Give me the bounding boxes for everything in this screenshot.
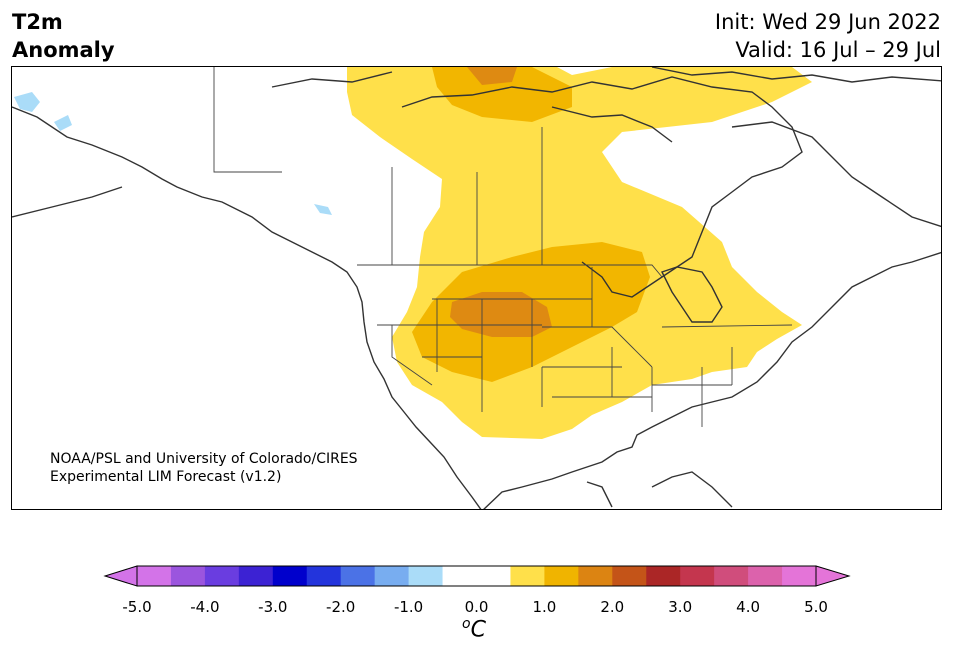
- colorbar-cell: [204, 566, 240, 586]
- political-boundaries: [213, 67, 793, 427]
- colorbar-tick-label: 5.0: [804, 598, 828, 616]
- credit-line2: Experimental LIM Forecast (v1.2): [50, 469, 282, 485]
- colorbar-cell: [408, 566, 444, 586]
- medium-warm-anomaly-north: [432, 67, 572, 122]
- cool-anomaly-canada: [314, 204, 332, 215]
- colorbar-cell: [612, 566, 647, 586]
- colorbar: [103, 565, 851, 587]
- data-source-credit: NOAA/PSL and University of Colorado/CIRE…: [50, 450, 358, 486]
- colorbar-tick-label: -2.0: [326, 598, 356, 616]
- colorbar-cell: [578, 566, 613, 586]
- colorbar-cell: [680, 566, 715, 586]
- colorbar-tick-label: 4.0: [736, 598, 761, 616]
- anomaly-shading: [14, 67, 812, 439]
- cool-anomaly-alaska-1: [14, 92, 40, 112]
- colorbar-outline: [136, 565, 817, 587]
- colorbar-cells: [137, 566, 817, 586]
- colorbar-unit: oC: [462, 616, 486, 642]
- colorbar-cell: [748, 566, 783, 586]
- map-canvas: [12, 67, 941, 509]
- map-title-line2: Anomaly: [12, 38, 115, 62]
- colorbar-cell: [238, 566, 274, 586]
- colorbar-cell: [137, 566, 172, 586]
- colorbar-tick-label: -5.0: [122, 598, 152, 616]
- colorbar-tick-label: 3.0: [668, 598, 693, 616]
- map-title-line1: T2m: [12, 10, 63, 34]
- colorbar-tick-label: 1.0: [532, 598, 557, 616]
- colorbar-cell: [714, 566, 749, 586]
- cool-anomaly-alaska-2: [54, 115, 72, 131]
- colorbar-cell: [510, 566, 545, 586]
- strong-warm-anomaly: [450, 292, 552, 337]
- colorbar-cell: [646, 566, 681, 586]
- colorbar-tick-label: 0.0: [464, 598, 489, 616]
- colorbar-cell: [782, 566, 817, 586]
- unit-label: C: [470, 617, 486, 643]
- colorbar-high-extension: [815, 565, 851, 587]
- colorbar-cell: [442, 566, 477, 586]
- init-date: Init: Wed 29 Jun 2022: [714, 10, 941, 34]
- colorbar-cell: [340, 566, 376, 586]
- valid-range: Valid: 16 Jul – 29 Jul: [735, 38, 941, 62]
- colorbar-low-extension: [103, 565, 138, 587]
- colorbar-cell: [544, 566, 579, 586]
- forecast-dates: Init: Wed 29 Jun 2022 Valid: 16 Jul – 29…: [715, 8, 941, 64]
- anomaly-map: NOAA/PSL and University of Colorado/CIRE…: [11, 66, 942, 510]
- colorbar-cell: [170, 566, 206, 586]
- colorbar-tick-label: -3.0: [258, 598, 288, 616]
- colorbar-tick-label: 2.0: [600, 598, 625, 616]
- colorbar-tick-label: -4.0: [190, 598, 220, 616]
- coastlines: [12, 67, 941, 509]
- colorbar-cell: [476, 566, 511, 586]
- credit-line1: NOAA/PSL and University of Colorado/CIRE…: [50, 451, 358, 467]
- colorbar-cell: [272, 566, 308, 586]
- map-title: T2m Anomaly: [12, 8, 115, 64]
- colorbar-cell: [306, 566, 342, 586]
- unit-prefix: o: [462, 616, 471, 632]
- strong-warm-anomaly-north: [467, 67, 517, 85]
- colorbar-tick-label: -1.0: [393, 598, 424, 616]
- colorbar-cell: [374, 566, 410, 586]
